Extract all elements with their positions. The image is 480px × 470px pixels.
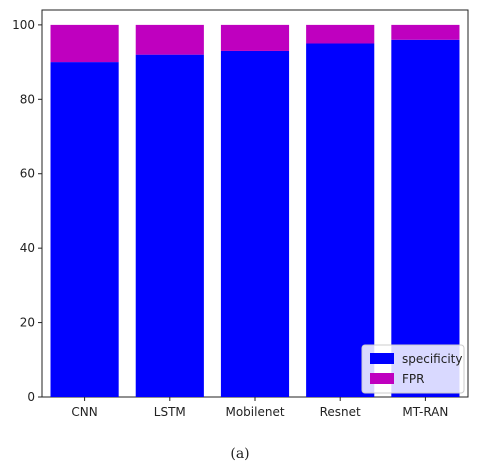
y-tick-label: 100 [12,18,35,32]
legend-label-fpr: FPR [402,372,424,386]
y-axis: 0 20 40 60 80 100 [12,18,42,404]
x-tick-label: LSTM [154,405,186,419]
y-tick-label: 20 [20,316,35,330]
bar-specificity-lstm [135,54,204,398]
legend-label-specificity: specificity [402,352,462,366]
bar-specificity-mt-ran [391,39,460,398]
y-tick-label: 0 [27,390,35,404]
stacked-bar-chart: 0 20 40 60 80 100 CNN LSTM Mobilenet Resnet MT-RA… [12,9,469,419]
x-tick-label: CNN [71,405,97,419]
x-axis: CNN LSTM Mobilenet Resnet MT-RAN [71,397,448,419]
bar-fpr-lstm [135,24,204,55]
figure-caption: (a) [230,446,250,462]
legend: specificity FPR [361,344,465,394]
bar-fpr-mt-ran [391,24,460,40]
legend-swatch-fpr [370,373,394,384]
bar-specificity-cnn [50,62,119,397]
x-tick-label: MT-RAN [402,405,448,419]
bar-fpr-mobilenet [220,24,290,51]
x-tick-label: Resnet [320,405,361,419]
legend-swatch-specificity [370,353,394,364]
bars [50,24,460,398]
bar-fpr-cnn [50,24,119,63]
y-tick-label: 40 [20,241,35,255]
y-tick-label: 60 [20,167,35,181]
y-tick-label: 80 [20,92,35,106]
x-tick-label: Mobilenet [225,405,284,419]
bar-fpr-resnet [306,24,375,44]
bar-specificity-resnet [306,43,375,397]
bar-specificity-mobilenet [220,50,290,398]
